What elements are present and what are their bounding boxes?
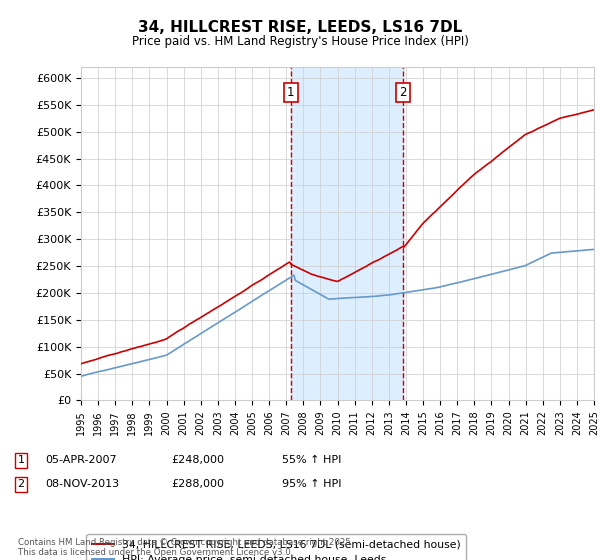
Text: £288,000: £288,000 (171, 479, 224, 489)
Text: 2: 2 (17, 479, 25, 489)
Text: 95% ↑ HPI: 95% ↑ HPI (282, 479, 341, 489)
Text: 34, HILLCREST RISE, LEEDS, LS16 7DL: 34, HILLCREST RISE, LEEDS, LS16 7DL (138, 20, 462, 35)
Bar (291, 67, 403, 400)
Text: 08-NOV-2013: 08-NOV-2013 (45, 479, 119, 489)
Text: 2: 2 (400, 86, 407, 99)
Text: 05-APR-2007: 05-APR-2007 (45, 455, 116, 465)
Legend: 34, HILLCREST RISE, LEEDS, LS16 7DL (semi-detached house), HPI: Average price, s: 34, HILLCREST RISE, LEEDS, LS16 7DL (sem… (86, 534, 466, 560)
Text: 1: 1 (17, 455, 25, 465)
Text: 55% ↑ HPI: 55% ↑ HPI (282, 455, 341, 465)
Text: Price paid vs. HM Land Registry's House Price Index (HPI): Price paid vs. HM Land Registry's House … (131, 35, 469, 48)
Text: 1: 1 (287, 86, 295, 99)
Text: Contains HM Land Registry data © Crown copyright and database right 2025.
This d: Contains HM Land Registry data © Crown c… (18, 538, 353, 557)
Text: £248,000: £248,000 (171, 455, 224, 465)
